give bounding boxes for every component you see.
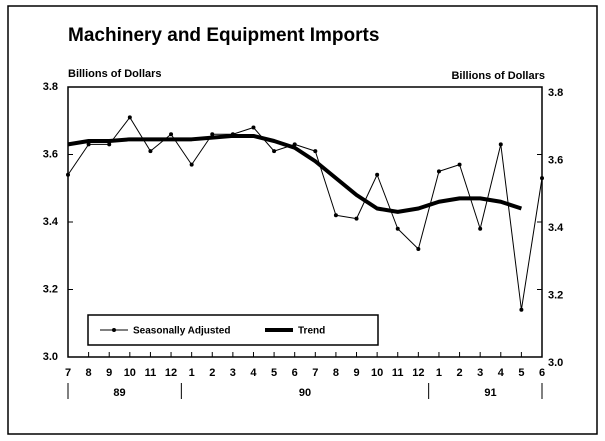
x-tick-label: 1 [189, 367, 195, 379]
point [457, 162, 462, 167]
point [395, 226, 400, 231]
x-tick-label: 12 [165, 367, 177, 379]
frame [7, 5, 598, 435]
point [66, 172, 70, 177]
x-tick-label: 6 [292, 367, 298, 379]
x-tick-label: 7 [312, 367, 318, 379]
point [169, 132, 174, 137]
x-tick-label: 2 [457, 367, 463, 379]
point [272, 149, 277, 154]
x-tick-label: 10 [124, 367, 136, 379]
y2-tick-label: 3.4 [548, 222, 564, 234]
point [148, 149, 153, 154]
point [107, 142, 112, 147]
series-line [67, 133, 523, 214]
y2-tick-label: 3.2 [548, 289, 563, 301]
year-label: 89 [113, 387, 125, 399]
point [189, 162, 194, 167]
point [375, 172, 380, 177]
x-tick-label: 4 [250, 367, 257, 379]
point [416, 247, 421, 251]
point [540, 176, 544, 181]
legend-box [87, 314, 379, 346]
x-tick-label: 3 [477, 367, 483, 379]
point [519, 307, 524, 312]
x-tick-label: 1 [436, 367, 442, 379]
y-tick-label: 3.6 [43, 148, 58, 160]
point [436, 169, 441, 174]
y-tick-label: 3.4 [43, 216, 59, 228]
legend-label: Trend [298, 326, 325, 337]
x-tick-label: 4 [498, 367, 505, 379]
x-tick-label: 10 [371, 367, 383, 379]
y-tick-label: 3.2 [43, 283, 58, 295]
year-label: 90 [299, 387, 311, 399]
y-axis-label: Billions of Dollars [68, 68, 162, 80]
x-tick-label: 11 [392, 367, 404, 379]
y2-axis-label: Billions of Dollars [451, 70, 545, 82]
point [498, 142, 503, 147]
y2-tick-label: 3.6 [548, 154, 563, 166]
x-tick-label: 3 [230, 367, 236, 379]
x-tick-label: 8 [333, 367, 339, 379]
x-tick-label: 12 [412, 367, 424, 379]
point [251, 125, 256, 130]
legend-label: Seasonally Adjusted [133, 326, 230, 337]
x-tick-label: 6 [539, 367, 545, 379]
x-tick-label: 9 [353, 367, 359, 379]
x-tick-label: 5 [271, 367, 277, 379]
y-tick-label: 3.0 [43, 351, 58, 363]
x-tick-label: 8 [86, 367, 92, 379]
legend-marker [112, 328, 116, 332]
point [210, 132, 215, 137]
x-tick-label: 11 [145, 367, 157, 379]
point [313, 149, 318, 154]
x-tick-label: 9 [106, 367, 112, 379]
y-tick-label: 3.8 [43, 81, 58, 93]
point [478, 226, 483, 231]
chart-title: Machinery and Equipment Imports [68, 25, 379, 46]
x-tick-label: 7 [65, 367, 71, 379]
x-tick-label: 5 [518, 367, 524, 379]
y2-tick-label: 3.8 [548, 87, 563, 99]
series-line [67, 116, 543, 311]
year-label: 91 [484, 387, 496, 399]
point [86, 142, 91, 147]
point [354, 216, 359, 221]
point [333, 213, 338, 218]
x-tick-label: 2 [209, 367, 215, 379]
point [127, 115, 132, 120]
y2-tick-label: 3.0 [548, 357, 563, 369]
